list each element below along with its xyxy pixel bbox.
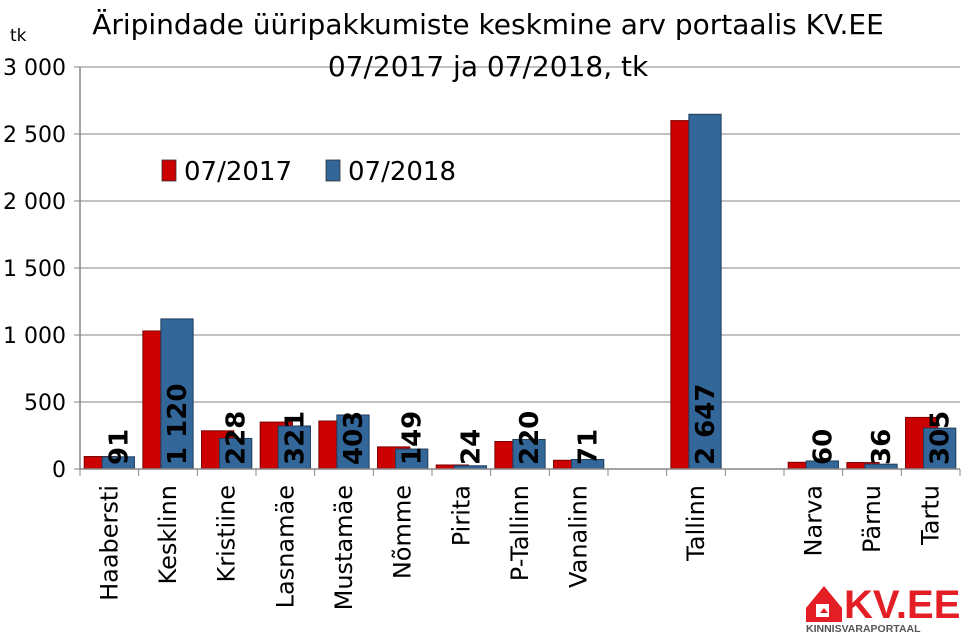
data-label: 228 xyxy=(222,411,252,465)
data-label: 403 xyxy=(339,411,369,465)
axes xyxy=(79,67,961,476)
data-label: 220 xyxy=(515,411,545,465)
bars xyxy=(83,113,957,470)
x-tick-label: Kesklinn xyxy=(154,485,182,584)
y-tick-label: 2 500 xyxy=(3,123,66,148)
legend-item-07-2018: 07/2018 xyxy=(325,157,456,187)
x-tick-label: Vanalinn xyxy=(565,485,593,588)
x-tick-label: Kristiine xyxy=(213,485,241,583)
y-tick-label: 2 000 xyxy=(3,190,66,215)
bar-07-2018 xyxy=(219,437,253,470)
data-label: 1 120 xyxy=(163,384,193,465)
data-label: 91 xyxy=(104,429,134,465)
y-tick-label: 1 500 xyxy=(3,257,66,282)
y-axis-unit-label: tk xyxy=(10,26,27,46)
legend-swatch xyxy=(325,159,341,182)
x-tick-label: Nõmme xyxy=(389,485,417,579)
x-tick-label: Narva xyxy=(799,485,827,556)
legend-swatch xyxy=(161,159,177,182)
y-tick-label: 1 000 xyxy=(3,324,66,349)
data-label: 149 xyxy=(398,411,428,465)
x-tick-label: P-Tallinn xyxy=(506,485,534,581)
data-label: 2 647 xyxy=(691,384,721,465)
data-label: 71 xyxy=(574,429,604,465)
chart-title: Äripindade üüripakkumiste keskmine arv p… xyxy=(92,8,884,41)
kv-ee-logo: KV.EE KINNISVARAPORTAAL xyxy=(806,583,960,634)
x-axis-ticks: Haabersti Kesklinn Kristiine Lasnamäe Mustam… xyxy=(95,485,944,610)
bar-07-2018 xyxy=(160,318,194,470)
legend-item-07-2017: 07/2017 xyxy=(161,157,292,187)
data-label: 305 xyxy=(926,411,956,465)
x-tick-label: Pärnu xyxy=(858,485,886,553)
y-axis-ticks: 0 500 1 000 1 500 2 000 2 500 3 000 xyxy=(3,56,80,483)
data-label: 60 xyxy=(808,429,838,465)
data-labels: 91 1 120 228 321 403 149 24 220 71 2 647 60 36 305 xyxy=(104,384,955,465)
bar-07-2018 xyxy=(277,425,311,470)
logo-brand-text: KV.EE xyxy=(844,583,960,627)
data-label: 24 xyxy=(456,429,486,465)
legend-label: 07/2017 xyxy=(184,157,292,187)
y-tick-label: 0 xyxy=(52,458,66,483)
chart-subtitle: 07/2017 ja 07/2018, tk xyxy=(327,50,649,83)
x-tick-label: Haabersti xyxy=(95,485,123,601)
house-icon xyxy=(806,586,842,622)
gridlines xyxy=(80,66,960,470)
y-tick-label: 500 xyxy=(24,391,66,416)
data-label: 321 xyxy=(280,411,310,465)
legend: 07/2017 07/2018 xyxy=(161,157,456,187)
legend-label: 07/2018 xyxy=(348,157,456,187)
y-tick-label: 3 000 xyxy=(3,56,66,81)
x-tick-label: Mustamäe xyxy=(330,485,358,610)
x-tick-label: Lasnamäe xyxy=(271,485,299,608)
x-tick-label: Tallinn xyxy=(682,485,710,562)
data-label: 36 xyxy=(867,429,897,465)
x-tick-label: Tartu xyxy=(917,485,945,546)
x-tick-label: Pirita xyxy=(447,485,475,546)
logo-tagline: KINNISVARAPORTAAL xyxy=(806,623,921,634)
bar-07-2018 xyxy=(512,439,546,470)
